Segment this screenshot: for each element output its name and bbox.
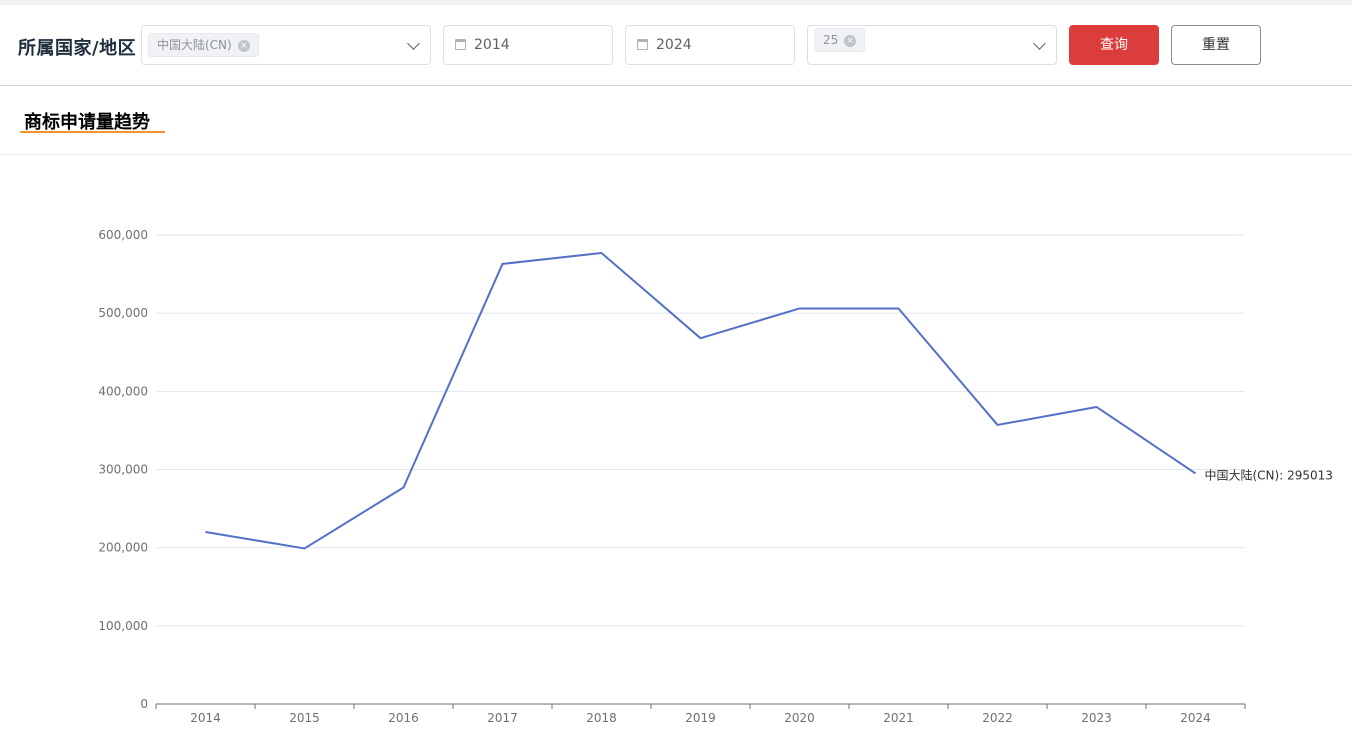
- country-tag: 中国大陆(CN) ×: [148, 33, 259, 57]
- data-point: [303, 546, 307, 550]
- line-chart-svg: 0 100,000 200,000 300,000 400,000 500,000 600,…: [98, 228, 1333, 725]
- top-strip: [0, 0, 1352, 5]
- x-tick-label: 2022: [982, 711, 1013, 725]
- tag-close-icon[interactable]: ×: [237, 39, 250, 52]
- end-year-value: 2024: [656, 37, 692, 53]
- data-point: [699, 336, 703, 340]
- y-tick-label: 0: [140, 697, 148, 711]
- x-tick-label: 2023: [1081, 711, 1112, 725]
- divider: [0, 85, 1352, 86]
- reset-button[interactable]: 重置: [1171, 25, 1261, 65]
- data-point: [1194, 471, 1198, 475]
- chevron-down-icon[interactable]: [1033, 37, 1046, 50]
- data-point: [897, 306, 901, 310]
- calendar-icon: [455, 39, 466, 50]
- filter-label: 所属国家/地区: [18, 38, 137, 59]
- y-tick-label: 400,000: [98, 384, 148, 398]
- x-tick-label: 2019: [685, 711, 716, 725]
- data-point: [204, 530, 208, 534]
- start-year-value: 2014: [474, 37, 510, 53]
- x-tick-label: 2016: [388, 711, 419, 725]
- section-title: 商标申请量趋势: [24, 112, 150, 133]
- x-tick-label: 2015: [289, 711, 320, 725]
- size-select[interactable]: 25 ×: [807, 25, 1057, 65]
- data-point: [402, 485, 406, 489]
- x-tick-label: 2017: [487, 711, 518, 725]
- x-tick-label: 2018: [586, 711, 617, 725]
- trend-chart: 0 100,000 200,000 300,000 400,000 500,000 600,…: [0, 155, 1352, 752]
- y-tick-label: 600,000: [98, 228, 148, 242]
- series-end-label: 中国大陆(CN): 295013: [1205, 467, 1333, 482]
- start-year-picker[interactable]: 2014: [443, 25, 613, 65]
- title-underline: [20, 131, 165, 133]
- y-tick-label: 500,000: [98, 306, 148, 320]
- size-tag: 25 ×: [814, 28, 866, 52]
- y-tick-label: 200,000: [98, 541, 148, 555]
- divider: [0, 154, 1352, 155]
- country-select[interactable]: 中国大陆(CN) ×: [141, 25, 431, 65]
- tag-close-icon[interactable]: ×: [844, 34, 857, 47]
- country-tag-label: 中国大陆(CN): [157, 38, 232, 52]
- x-tick-label: 2020: [784, 711, 815, 725]
- x-tick-label: 2014: [190, 711, 221, 725]
- calendar-icon: [637, 39, 648, 50]
- series-line: [205, 251, 1197, 550]
- data-point: [501, 262, 505, 266]
- query-button[interactable]: 查询: [1069, 25, 1159, 65]
- data-point: [798, 306, 802, 310]
- data-point: [600, 251, 604, 255]
- chevron-down-icon[interactable]: [407, 37, 420, 50]
- y-tick-label: 100,000: [98, 619, 148, 633]
- x-tick-label: 2024: [1180, 711, 1211, 725]
- filter-bar: 所属国家/地区 中国大陆(CN) × 2014 2024 25 × 查询 重置: [0, 5, 1352, 85]
- end-year-picker[interactable]: 2024: [625, 25, 795, 65]
- size-tag-label: 25: [823, 33, 839, 47]
- y-tick-label: 300,000: [98, 463, 148, 477]
- data-point: [996, 423, 1000, 427]
- x-tick-label: 2021: [883, 711, 914, 725]
- data-point: [1095, 405, 1099, 409]
